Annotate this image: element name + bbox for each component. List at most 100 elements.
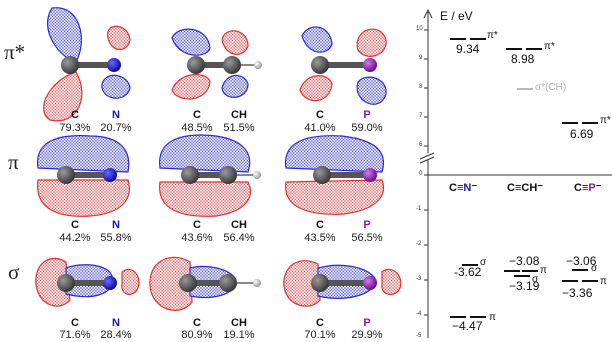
atom-label: C: [193, 219, 201, 231]
energy-axis-label: E / eV: [440, 9, 473, 23]
atom-label: C: [71, 317, 79, 329]
tick-label: 0: [419, 171, 423, 177]
percent-label: 43.6%: [181, 232, 213, 244]
energy-value: −3.19: [509, 279, 540, 293]
percent-label: 43.5%: [304, 232, 336, 244]
molecule-label-cn: C≡N⁻: [449, 182, 478, 194]
level-cp-sigma: [572, 269, 588, 271]
symmetry-label: σ: [591, 263, 598, 274]
symmetry-label: σ: [480, 257, 487, 268]
percent-label: 59.0%: [351, 122, 383, 134]
tick-label: -5: [416, 333, 422, 339]
atom-label: P: [363, 317, 371, 329]
tick-label: 9: [419, 55, 423, 61]
percent-label: 56.4%: [223, 232, 255, 244]
symmetry-label: π: [600, 276, 607, 287]
level-cp-pi: [582, 280, 598, 282]
percent-label: 56.5%: [351, 232, 383, 244]
percent-label: 70.1%: [304, 329, 336, 341]
tick-label: -4: [416, 311, 422, 317]
zero-line: [428, 174, 612, 176]
level-cch-sigma: [514, 275, 530, 277]
orbital-cn-pi: [37, 135, 130, 217]
level-cch-pistar: [506, 48, 522, 50]
symmetry-label: σ*(CH): [535, 82, 567, 93]
symmetry-label: π: [489, 312, 496, 323]
percent-label: 44.2%: [59, 232, 91, 244]
tick-label: -3: [416, 276, 422, 282]
level-cch-pi: [522, 270, 538, 272]
orbital-pictures: [35, 7, 402, 311]
tick-label: -2: [416, 241, 422, 247]
orbital-cp-sigma: [283, 260, 402, 307]
orbital-cch-pistar: [171, 28, 262, 100]
orbital-cn-pistar: [43, 7, 131, 122]
tick-label: 6: [419, 142, 423, 148]
percent-label: 71.6%: [59, 329, 91, 341]
row-label-pi-star: π*: [4, 40, 26, 64]
symmetry-label: π*: [544, 41, 555, 52]
percent-label: 48.5%: [181, 122, 213, 134]
atom-label: N: [112, 109, 120, 121]
energy-value: −3.36: [562, 286, 593, 300]
level-cn-pi: [470, 316, 486, 318]
atom-label: CH: [231, 219, 247, 231]
atom-label: P: [363, 109, 371, 121]
row-label-pi: π: [8, 150, 19, 174]
orbital-cn-sigma: [35, 257, 140, 307]
atom-label: C: [316, 219, 324, 231]
level-cch-pi: [504, 270, 520, 272]
energy-axis: [418, 8, 436, 338]
level-cp-pistar: [582, 122, 598, 124]
energy-value: −4.47: [452, 319, 483, 333]
atom-label: CH: [231, 109, 247, 121]
atom-label: C: [316, 317, 324, 329]
percent-label: 41.0%: [304, 122, 336, 134]
tick-label: 10: [416, 26, 423, 32]
orbital-cp-pi: [285, 135, 384, 215]
symmetry-label: π*: [600, 115, 611, 126]
percent-label: 80.9%: [181, 329, 213, 341]
atom-label: P: [363, 219, 371, 231]
level-cn-sigma: [462, 264, 478, 266]
percent-label: 55.8%: [100, 232, 132, 244]
atom-label: N: [112, 219, 120, 231]
atom-label: N: [112, 317, 120, 329]
energy-value: 6.69: [570, 127, 594, 141]
level-cp-pi: [562, 280, 578, 282]
molecule-label-cp: C≡P⁻: [574, 182, 602, 194]
atom-label: CH: [231, 317, 247, 329]
tick-label: 8: [419, 84, 423, 90]
tick-label: 7: [419, 113, 423, 119]
tick-label: -1: [416, 206, 422, 212]
symmetry-label: π*: [487, 30, 498, 41]
percent-label: 51.5%: [223, 122, 255, 134]
level-cn-pistar: [450, 38, 466, 40]
atom-label: C: [316, 109, 324, 121]
level-cn-pi: [450, 316, 466, 318]
orbital-cch-pi: [159, 134, 261, 217]
percent-label: 28.4%: [100, 329, 132, 341]
energy-value: -3.62: [454, 265, 482, 279]
atom-label: C: [71, 219, 79, 231]
atom-label: C: [193, 317, 201, 329]
percent-label: 19.1%: [223, 329, 255, 341]
atom-label: C: [71, 109, 79, 121]
percent-label: 79.3%: [59, 122, 91, 134]
level-cn-pistar: [470, 38, 486, 40]
molecule-label-cch: C≡CH⁻: [507, 182, 544, 194]
level-cch-sigmastar: [517, 88, 533, 90]
level-cp-pistar: [562, 122, 578, 124]
row-label-sigma: σ: [8, 260, 20, 284]
level-cch-pistar: [526, 48, 542, 50]
symmetry-label: σ: [532, 274, 539, 285]
energy-value: 8.98: [511, 52, 535, 66]
percent-label: 20.7%: [100, 122, 132, 134]
orbital-cp-pistar: [299, 26, 387, 105]
energy-value: 9.34: [456, 42, 480, 56]
energy-value: −3.06: [566, 254, 597, 268]
energy-value: −3.08: [509, 254, 540, 268]
orbital-cch-sigma: [149, 256, 261, 311]
percent-label: 29.9%: [351, 329, 383, 341]
symmetry-label: π: [540, 265, 547, 276]
